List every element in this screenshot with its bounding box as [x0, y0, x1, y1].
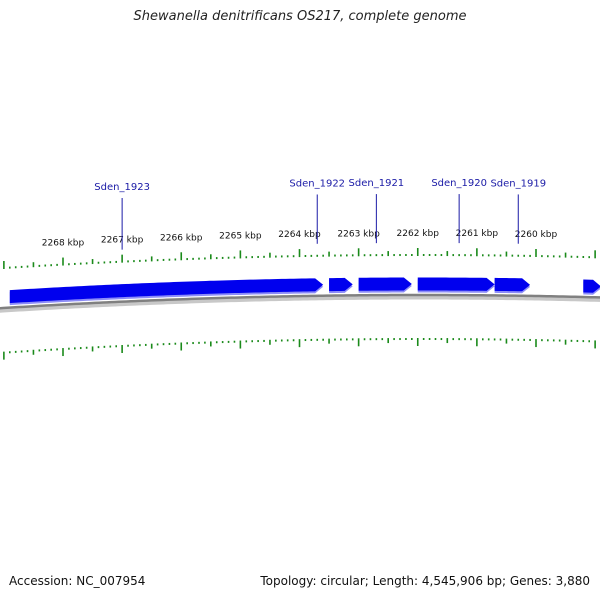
tick-label: 2260 kbp — [515, 230, 558, 240]
tick-ruler-outer: 2268 kbp 2267 kbp 2266 kbp 2265 kbp 2264 kbp… — [3, 229, 596, 269]
genome-summary: Topology: circular; Length: 4,545,906 bp… — [260, 574, 590, 588]
gene-track — [9, 277, 600, 306]
gene-arrow — [9, 278, 324, 304]
gene-label: Sden_1922 — [289, 178, 345, 189]
map-title: Shewanella denitrificans OS217, complete… — [133, 9, 467, 24]
gene-arrow — [358, 277, 412, 291]
gene-label: Sden_1919 — [490, 178, 546, 189]
gene-arrow — [494, 277, 531, 292]
gene-labels: Sden_1923 Sden_1922 Sden_1921 Sden_1920 Sden… — [94, 178, 546, 250]
tick-label: 2264 kbp — [278, 230, 321, 240]
tick-ruler-inner — [3, 338, 596, 360]
tick-label: 2261 kbp — [456, 229, 499, 239]
tick-label: 2263 kbp — [337, 229, 380, 239]
backbone-shadow — [0, 294, 600, 313]
accession-label: Accession: NC_007954 — [9, 574, 146, 588]
gene-arrow — [583, 279, 600, 293]
tick-label: 2265 kbp — [219, 231, 262, 241]
genome-backbone — [0, 293, 600, 313]
gene-arrow — [329, 277, 353, 292]
gene-label: Sden_1920 — [431, 178, 487, 189]
gene-label: Sden_1923 — [94, 182, 150, 193]
tick-label: 2262 kbp — [397, 229, 440, 239]
tick-label: 2266 kbp — [160, 233, 203, 243]
tick-label: 2268 kbp — [42, 239, 85, 249]
gene-label: Sden_1921 — [349, 178, 405, 189]
gene-arrow — [417, 277, 495, 291]
backbone-line — [0, 293, 600, 310]
